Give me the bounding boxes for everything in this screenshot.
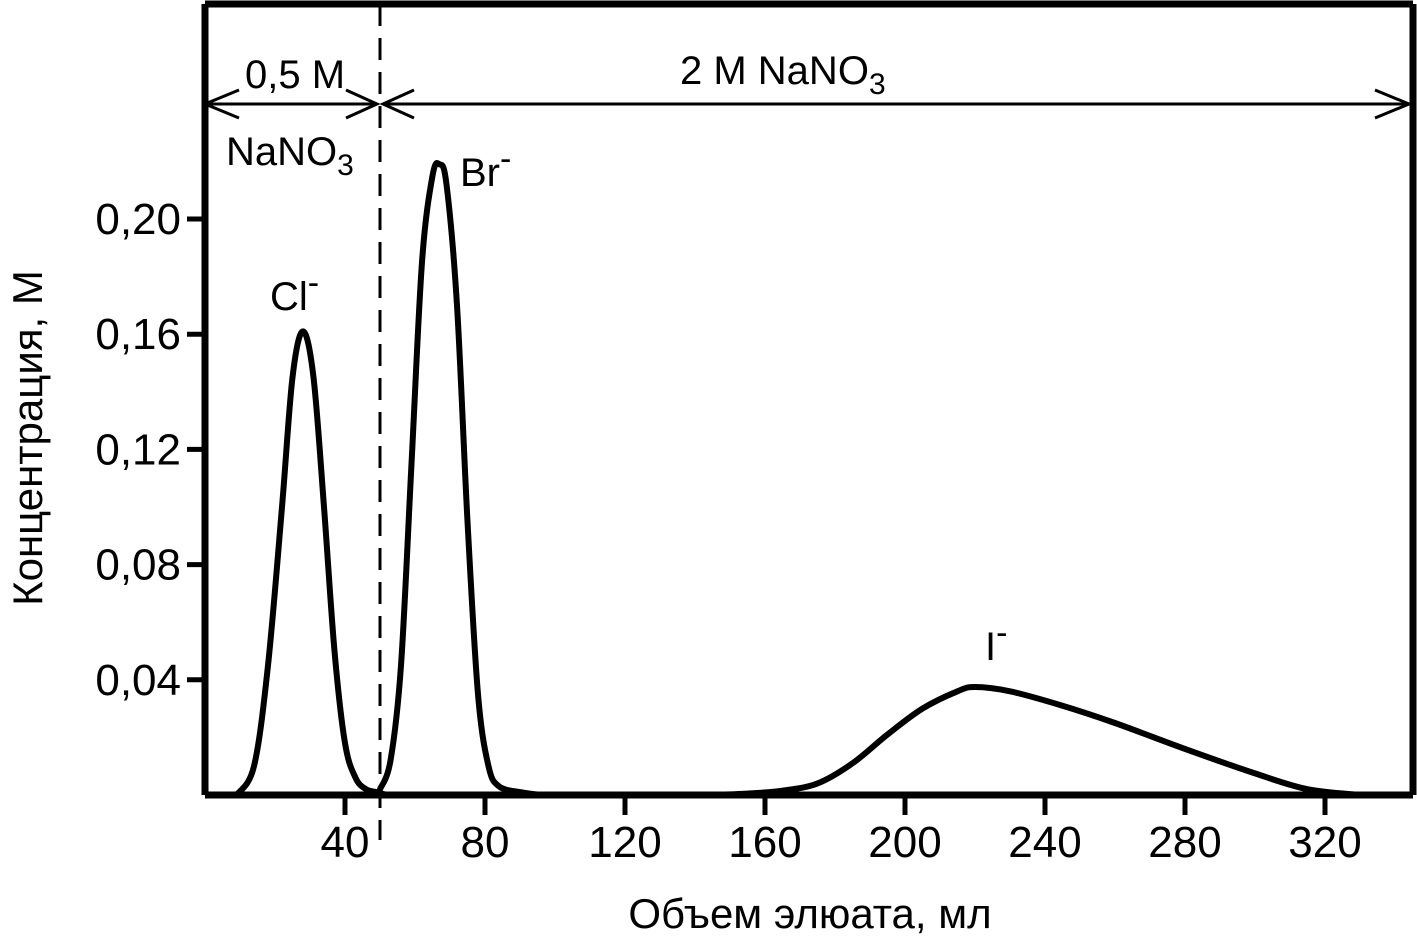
x-tick-label: 200 — [868, 818, 941, 867]
y-tick-label: 0,16 — [95, 310, 181, 359]
y-tick-label: 0,20 — [95, 195, 181, 244]
x-tick-label: 240 — [1008, 818, 1081, 867]
peak-label-br-charge: - — [500, 140, 511, 178]
chart-series — [233, 159, 1363, 798]
x-tick-label: 120 — [588, 818, 661, 867]
left-region-arrowhead-right — [345, 88, 381, 120]
x-tick-label: 40 — [321, 818, 370, 867]
peak-label-br: Br- — [460, 140, 511, 195]
peak-label-cl-charge: - — [308, 264, 319, 302]
left-region-salt: NaNO3 — [226, 130, 354, 182]
left-region-concentration: 0,5 М — [245, 53, 345, 97]
left-region-arrowhead-left — [201, 88, 240, 120]
right-region-eluent: 2 М NaNO3 — [680, 49, 886, 101]
peak-label-i: I- — [985, 614, 1007, 669]
right-region-arrowhead-right — [1374, 88, 1413, 120]
plot-frame — [201, 0, 1417, 799]
peak-label-cl: Cl- — [270, 264, 319, 319]
series-line-i — [702, 684, 1363, 798]
series-line-br — [377, 159, 544, 798]
axis-ticks: 40 80 120 160 200 240 280 320 0,04 0,08 0,12 0,16 0,… — [95, 195, 1361, 867]
right-region-eluent-subscript: 3 — [869, 68, 886, 101]
x-axis-label: Объем элюата, мл — [628, 890, 991, 937]
y-tick-label: 0,12 — [95, 425, 181, 474]
right-region-arrowhead-left — [379, 88, 415, 120]
x-tick-label: 80 — [461, 818, 510, 867]
x-tick-label: 280 — [1148, 818, 1221, 867]
peak-label-i-charge: - — [996, 614, 1007, 652]
y-axis-label: Концентрация, М — [4, 270, 51, 606]
annotations: 0,5 М NaNO3 2 М NaNO3 Cl- Br- I- — [201, 4, 1413, 840]
x-tick-label: 160 — [728, 818, 801, 867]
left-region-salt-subscript: 3 — [337, 149, 354, 182]
y-tick-label: 0,08 — [95, 541, 181, 590]
x-tick-label: 320 — [1288, 818, 1361, 867]
y-tick-label: 0,04 — [95, 656, 181, 705]
series-line-cl — [233, 328, 390, 798]
